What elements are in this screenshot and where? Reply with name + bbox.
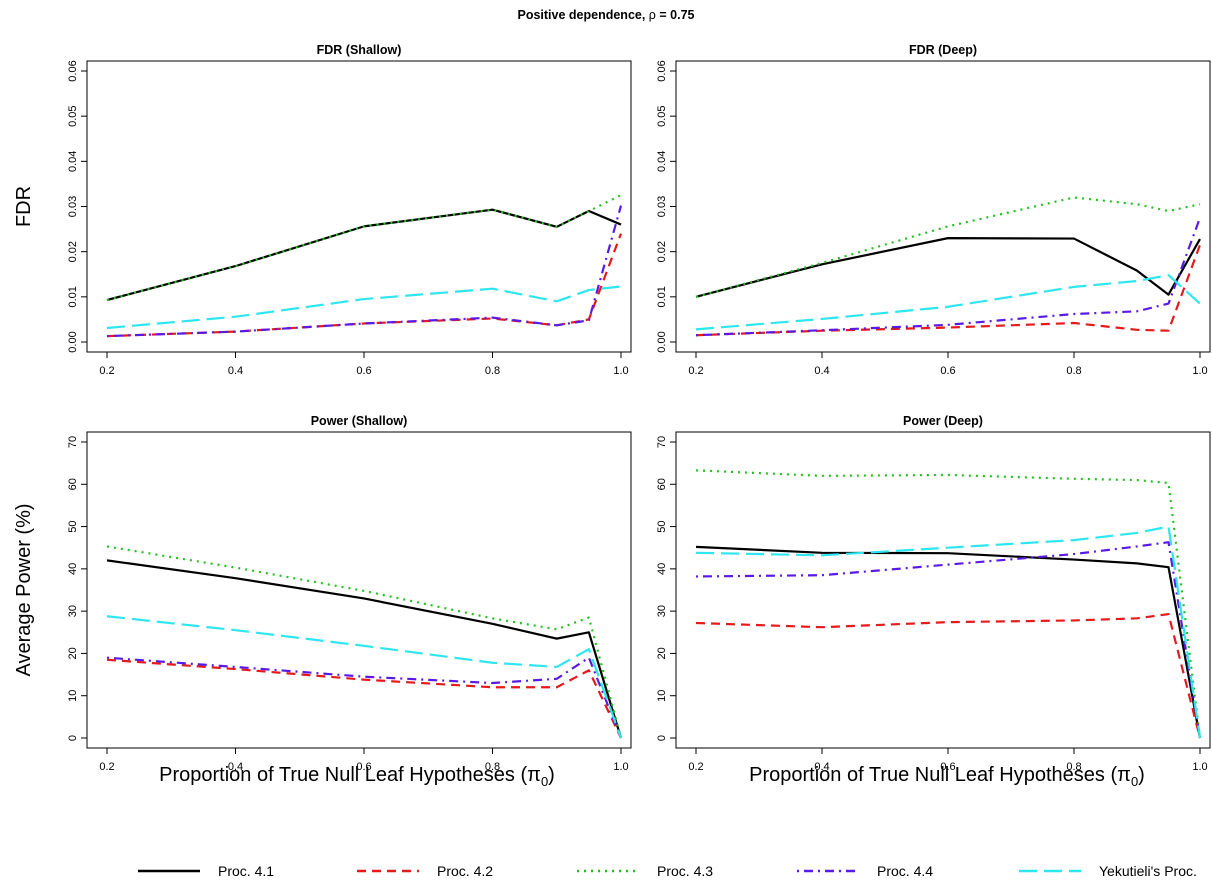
x-axis-label-left: Proportion of True Null Leaf Hypotheses … — [159, 764, 555, 789]
y-tick-label: 0.05 — [67, 105, 79, 126]
y-tick-label: 70 — [67, 436, 79, 448]
x-tick-label: 1.0 — [1192, 761, 1207, 773]
y-tick-label: 50 — [67, 520, 79, 532]
x-tick-label: 0.6 — [940, 761, 955, 773]
x-tick-label: 0.4 — [228, 365, 243, 377]
series-line — [695, 525, 1202, 739]
y-tick-label: 0.00 — [67, 331, 79, 352]
x-tick-label: 0.2 — [99, 365, 114, 377]
x-tick-label: 0.2 — [688, 365, 703, 377]
x-tick-label: 1.0 — [613, 365, 628, 377]
y-axis-label: FDR — [13, 186, 35, 227]
legend-label: Proc. 4.4 — [877, 863, 933, 879]
series-line — [106, 658, 622, 739]
x-tick-label: 0.2 — [688, 761, 703, 773]
x-tick-label: 0.6 — [356, 365, 371, 377]
y-tick-label: 50 — [656, 520, 668, 532]
series-line — [106, 545, 623, 739]
legend-label: Proc. 4.2 — [437, 863, 493, 879]
x-tick-label: 0.6 — [356, 761, 371, 773]
panel-fdr-shallow: FDR (Shallow) FDR 0.00 0.01 0.02 0.03 0.04 0.05… — [13, 43, 632, 377]
y-tick-label: 0.06 — [67, 60, 79, 81]
series-line — [106, 208, 622, 302]
y-tick-label: 0 — [656, 735, 668, 741]
series-line — [695, 612, 1202, 739]
x-tick-label: 0.2 — [99, 761, 114, 773]
y-tick-label: 0.01 — [67, 286, 79, 307]
y-tick-label: 30 — [656, 605, 668, 617]
y-tick-label: 60 — [67, 478, 79, 490]
y-tick-label: 0.06 — [656, 60, 668, 81]
series-line — [695, 541, 1202, 739]
y-tick-label: 0 — [67, 735, 79, 741]
y-tick-label: 0.03 — [656, 196, 668, 217]
y-tick-label: 20 — [656, 647, 668, 659]
x-axis-label-right: Proportion of True Null Leaf Hypotheses … — [749, 764, 1145, 789]
y-tick-label: 0.02 — [656, 241, 668, 262]
y-axis-label: Average Power (%) — [13, 503, 35, 676]
y-tick-label: 70 — [656, 436, 668, 448]
panel-title: FDR (Deep) — [909, 43, 977, 57]
x-tick-label: 0.4 — [814, 761, 829, 773]
plot-frame — [86, 60, 632, 353]
series-line — [695, 244, 1202, 337]
series-line — [695, 545, 1202, 739]
y-tick-label: 60 — [656, 478, 668, 490]
y-tick-label: 0.04 — [656, 151, 668, 172]
panel-power-shallow: Power (Shallow) Average Power (%) 0 10 20 30 4… — [13, 414, 632, 773]
x-tick-label: 0.8 — [1066, 761, 1081, 773]
figure-title: Positive dependence, ρ = 0.75 — [518, 8, 695, 22]
y-tick-label: 30 — [67, 605, 79, 617]
y-tick-label: 0.01 — [656, 286, 668, 307]
x-tick-label: 0.4 — [228, 761, 243, 773]
y-tick-label: 0.00 — [656, 331, 668, 352]
panel-title: Power (Shallow) — [311, 414, 408, 428]
legend-label: Proc. 4.1 — [218, 863, 274, 879]
series-line — [695, 217, 1202, 337]
x-tick-label: 1.0 — [1192, 365, 1207, 377]
series-line — [106, 285, 622, 330]
y-tick-label: 0.02 — [67, 241, 79, 262]
series-line — [695, 274, 1201, 331]
series-line — [106, 656, 623, 739]
x-tick-label: 0.6 — [940, 365, 955, 377]
x-tick-label: 0.8 — [485, 761, 500, 773]
panel-title: FDR (Shallow) — [317, 43, 402, 57]
y-tick-label: 0.04 — [67, 151, 79, 172]
panel-power-deep: Power (Deep) 0 10 20 30 40 50 60 70 0.2 0.4 0.6 0.8 1… — [656, 414, 1211, 773]
legend-label: Proc. 4.3 — [657, 863, 713, 879]
x-tick-label: 1.0 — [613, 761, 628, 773]
series-line — [695, 237, 1201, 298]
plot-frame — [86, 431, 632, 749]
x-tick-label: 0.8 — [485, 365, 500, 377]
y-tick-label: 10 — [67, 690, 79, 702]
legend: Proc. 4.1 Proc. 4.2 Proc. 4.3 Proc. 4.4 Yeku… — [138, 863, 1197, 879]
panel-title: Power (Deep) — [903, 414, 983, 428]
series-line — [106, 559, 623, 739]
x-tick-label: 0.4 — [814, 365, 829, 377]
series-line — [695, 469, 1202, 739]
series-line — [106, 194, 622, 302]
legend-label: Yekutieli's Proc. — [1099, 863, 1197, 879]
y-tick-label: 0.03 — [67, 196, 79, 217]
panel-fdr-deep: FDR (Deep) 0.00 0.01 0.02 0.03 0.04 0.05 0.06 0.… — [656, 43, 1211, 377]
x-tick-label: 0.8 — [1066, 365, 1081, 377]
y-tick-label: 40 — [67, 563, 79, 575]
plot-frame — [675, 60, 1211, 353]
y-tick-label: 40 — [656, 563, 668, 575]
series-line — [106, 205, 623, 338]
series-line — [106, 615, 623, 739]
plot-frame — [675, 431, 1211, 749]
y-tick-label: 0.05 — [656, 105, 668, 126]
y-tick-label: 10 — [656, 690, 668, 702]
y-tick-label: 20 — [67, 647, 79, 659]
